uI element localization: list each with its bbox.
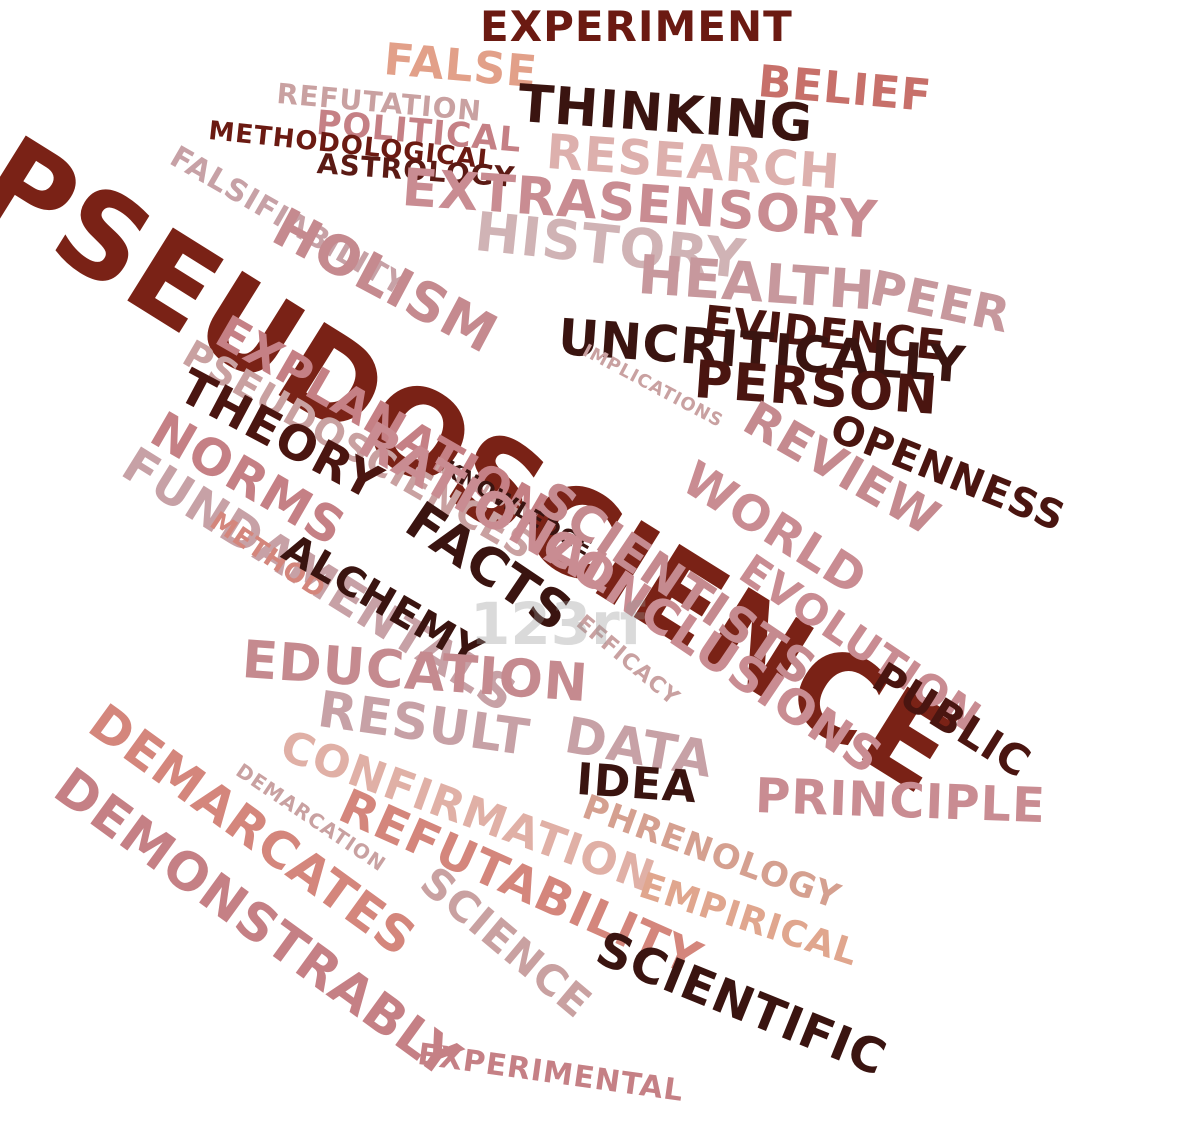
word-experiment: EXPERIMENT: [480, 2, 793, 51]
word-experimental: EXPERIMENTAL: [415, 1037, 687, 1110]
word-person: PERSON: [692, 350, 941, 427]
word-principle: PRINCIPLE: [754, 768, 1047, 835]
word-false: FALSE: [381, 34, 540, 99]
